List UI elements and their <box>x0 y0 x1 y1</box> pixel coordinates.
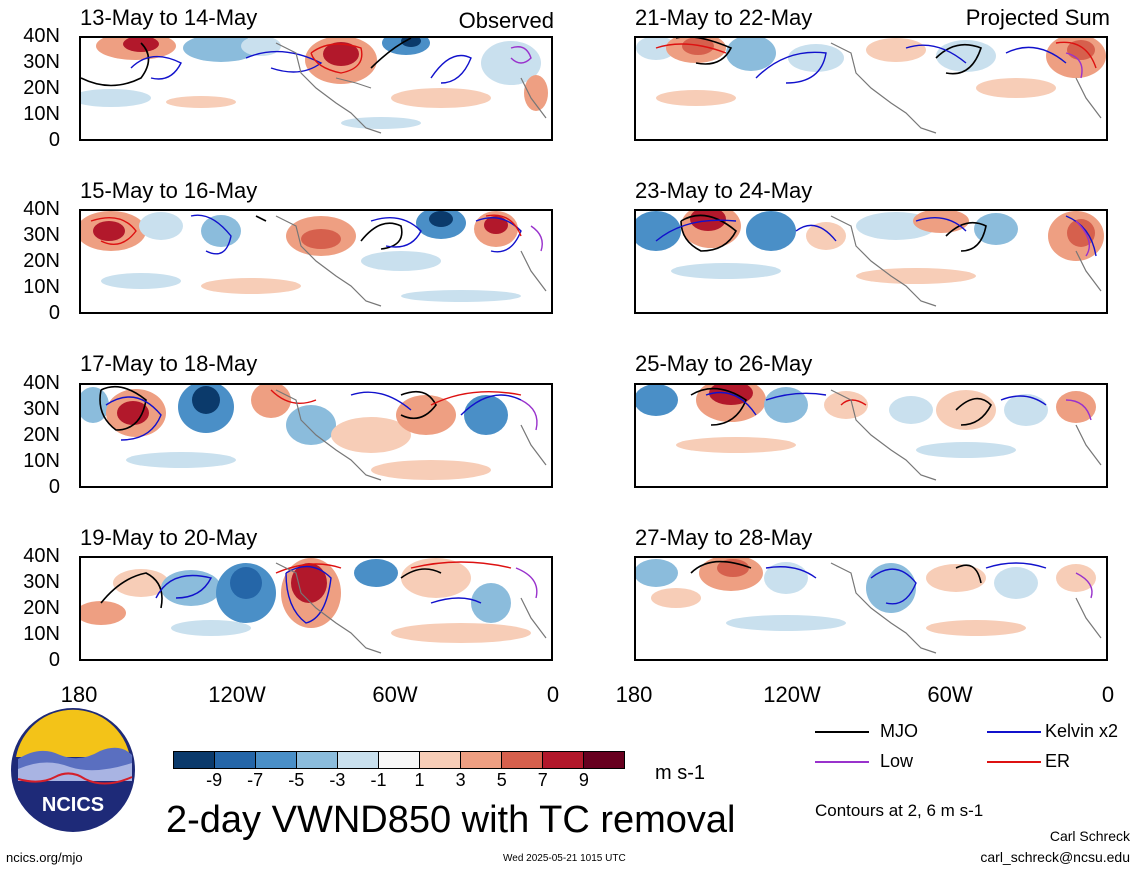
lon-label: 180 <box>60 682 98 707</box>
colorbar <box>173 751 625 769</box>
logo-text: NCICS <box>42 794 104 816</box>
colorbar-swatch <box>255 752 296 768</box>
lat-label: 0 <box>48 476 60 498</box>
map-panel <box>79 209 553 314</box>
colorbar-swatch <box>378 752 419 768</box>
colorbar-tick-label: -5 <box>288 770 305 790</box>
lon-label: 0 <box>1101 682 1115 707</box>
panel-title: 23-May to 24-May <box>635 178 813 203</box>
colorbar-tick-label: 1 <box>414 770 425 790</box>
legend-line-er <box>987 761 1041 763</box>
footer-email: carl_schreck@ncsu.edu <box>980 849 1130 865</box>
colorbar-unit: m s-1 <box>655 762 705 784</box>
footer-author: Carl Schreck <box>1049 828 1130 844</box>
lat-label: 10N <box>23 450 60 472</box>
lat-label: 0 <box>48 649 60 671</box>
lat-label: 10N <box>23 623 60 645</box>
contour-note: Contours at 2, 6 m s-1 <box>815 801 984 820</box>
colorbar-tick-label: -7 <box>247 770 264 790</box>
panel-title: 25-May to 26-May <box>635 351 813 376</box>
lat-label: 0 <box>48 302 60 324</box>
legend-label-kelvin: Kelvin x2 <box>1045 721 1119 741</box>
colorbar-swatch <box>542 752 583 768</box>
lat-label: 10N <box>23 103 60 125</box>
colorbar-swatch <box>214 752 255 768</box>
colorbar-swatch <box>174 752 214 768</box>
colorbar-ticks: -9 -7 -5 -3 -1 1 3 5 7 9 <box>173 770 625 794</box>
lon-label: 60W <box>927 682 973 707</box>
lon-label: 120W <box>763 682 821 707</box>
colorbar-tick-label: -9 <box>206 770 223 790</box>
map-panel <box>79 36 553 141</box>
lon-label: 180 <box>615 682 653 707</box>
panel-title: 15-May to 16-May <box>80 178 258 203</box>
colorbar-swatch <box>501 752 542 768</box>
legend-label-low: Low <box>880 751 914 771</box>
map-panel <box>79 556 553 661</box>
panel-title: 19-May to 20-May <box>80 525 258 550</box>
figure-title: 2-day VWND850 with TC removal <box>166 799 736 841</box>
footer-timestamp: Wed 2025-05-21 1015 UTC <box>503 853 626 864</box>
colorbar-swatch <box>460 752 501 768</box>
colorbar-swatch <box>419 752 460 768</box>
panel-title: 13-May to 14-May <box>80 5 258 30</box>
legend-label-mjo: MJO <box>880 721 918 741</box>
colorbar-swatch <box>337 752 378 768</box>
map-panel <box>634 383 1108 488</box>
lon-label: 60W <box>372 682 418 707</box>
legend-line-low <box>815 761 869 763</box>
legend-line-kelvin <box>987 731 1041 733</box>
lon-label: 0 <box>546 682 560 707</box>
lat-label: 30N <box>23 398 60 420</box>
map-panel <box>634 209 1108 314</box>
lat-label: 20N <box>23 597 60 619</box>
panel-title: 27-May to 28-May <box>635 525 813 550</box>
lat-label: 20N <box>23 250 60 272</box>
lat-label: 20N <box>23 424 60 446</box>
lat-label: 0 <box>48 129 60 151</box>
colorbar-tick-label: 3 <box>455 770 466 790</box>
lat-label: 30N <box>23 571 60 593</box>
lat-label: 20N <box>23 77 60 99</box>
map-panel <box>634 36 1108 141</box>
lat-label: 40N <box>23 545 60 567</box>
colorbar-tick-label: 7 <box>537 770 548 790</box>
colorbar-swatch <box>296 752 337 768</box>
colorbar-tick-label: -1 <box>370 770 387 790</box>
panel-title: 21-May to 22-May <box>635 5 813 30</box>
panel-title: 17-May to 18-May <box>80 351 258 376</box>
lat-label: 30N <box>23 224 60 246</box>
lat-label: 40N <box>23 198 60 220</box>
ncics-logo: NCICS <box>10 707 136 833</box>
colorbar-tick-label: 9 <box>578 770 589 790</box>
panel-tag-projected: Projected Sum <box>965 5 1110 30</box>
lat-label: 10N <box>23 276 60 298</box>
legend-line-mjo <box>815 731 869 733</box>
lat-label: 40N <box>23 25 60 47</box>
colorbar-swatch <box>583 752 624 768</box>
map-panel <box>634 556 1108 661</box>
colorbar-tick-label: -3 <box>329 770 346 790</box>
footer-url: ncics.org/mjo <box>6 850 83 865</box>
colorbar-tick-label: 5 <box>496 770 507 790</box>
lat-label: 30N <box>23 51 60 73</box>
legend-label-er: ER <box>1045 751 1071 771</box>
panel-tag-observed: Observed <box>458 8 554 33</box>
lat-label: 40N <box>23 372 60 394</box>
lon-label: 120W <box>208 682 266 707</box>
map-panel <box>79 383 553 488</box>
